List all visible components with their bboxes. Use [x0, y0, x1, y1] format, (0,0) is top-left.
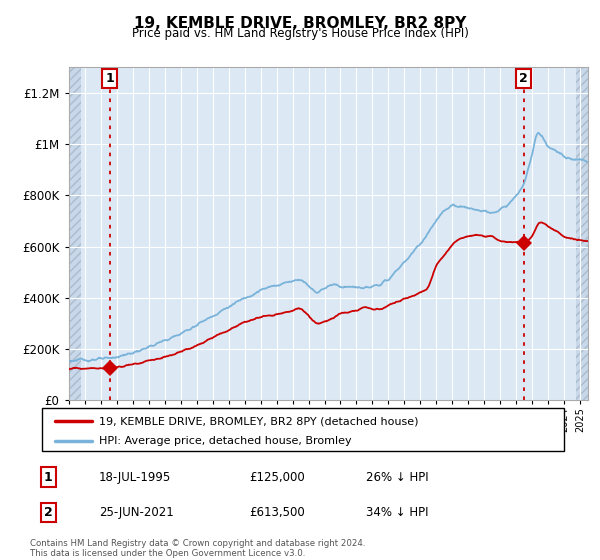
- Text: 1: 1: [105, 72, 114, 85]
- Text: 19, KEMBLE DRIVE, BROMLEY, BR2 8PY: 19, KEMBLE DRIVE, BROMLEY, BR2 8PY: [134, 16, 466, 31]
- Text: 25-JUN-2021: 25-JUN-2021: [99, 506, 174, 519]
- Text: 1: 1: [44, 470, 52, 484]
- Text: 2: 2: [44, 506, 52, 519]
- Text: £125,000: £125,000: [249, 470, 305, 484]
- Text: 18-JUL-1995: 18-JUL-1995: [99, 470, 171, 484]
- Text: Contains HM Land Registry data © Crown copyright and database right 2024.
This d: Contains HM Land Registry data © Crown c…: [30, 539, 365, 558]
- Text: 2: 2: [520, 72, 528, 85]
- Text: 19, KEMBLE DRIVE, BROMLEY, BR2 8PY (detached house): 19, KEMBLE DRIVE, BROMLEY, BR2 8PY (deta…: [100, 416, 419, 426]
- Text: 34% ↓ HPI: 34% ↓ HPI: [366, 506, 428, 519]
- Text: £613,500: £613,500: [249, 506, 305, 519]
- Text: HPI: Average price, detached house, Bromley: HPI: Average price, detached house, Brom…: [100, 436, 352, 446]
- Text: Price paid vs. HM Land Registry's House Price Index (HPI): Price paid vs. HM Land Registry's House …: [131, 27, 469, 40]
- Bar: [69, 67, 81, 400]
- Text: 26% ↓ HPI: 26% ↓ HPI: [366, 470, 428, 484]
- Bar: [576, 67, 588, 400]
